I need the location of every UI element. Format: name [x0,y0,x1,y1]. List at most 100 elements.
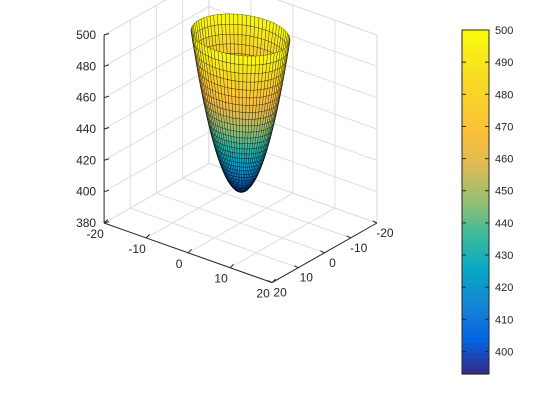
surface-patch [245,25,251,37]
colorbar-frame [461,29,490,375]
surface-patch [242,131,246,139]
surface-patch [238,55,244,65]
colorbar-segment [462,298,489,305]
surface-patch [238,64,244,74]
surface-patch [239,111,243,120]
colorbar-segment [462,207,489,214]
surface-patch [239,125,243,133]
surface-patch [234,147,238,154]
surface-patch [245,97,251,106]
colorbar-tick-label: 400 [495,346,513,358]
surface-patch [245,166,248,172]
surface-patch [226,62,232,73]
surface-patch [225,13,230,25]
surface-patch [250,64,256,74]
surface-patch [239,162,242,168]
y-tick-mark [320,250,325,254]
colorbar-segment [462,202,489,208]
surface-patch [248,119,253,127]
surface-patch [248,112,253,120]
colorbar-segment [462,164,489,171]
y-tick-label: 20 [273,286,287,300]
surface-patch [249,97,254,106]
surface-patch [242,97,247,106]
surface-patch [251,55,256,66]
colorbar-segment [462,228,489,235]
surface-patch [234,80,240,90]
surface-patch [244,170,248,175]
y-tick-label: -10 [350,241,368,255]
x-tick-mark [271,278,276,283]
x-tick-mark [103,219,108,224]
colorbar-segment [462,223,489,230]
colorbar-segment [462,110,489,117]
surface-patch [238,72,244,82]
colorbar-segment [462,89,489,96]
surface-patch [238,89,243,98]
surface-patch [229,110,233,119]
colorbar-tick-label: 420 [495,282,513,294]
colorbar-segment [462,341,489,348]
colorbar-segment [462,266,489,273]
surface-patch [245,35,251,46]
colorbar-segment [462,159,489,165]
colorbar-segment [462,148,489,155]
surface-patch [227,79,232,89]
surface-patch [247,137,251,144]
colorbar-tick-label: 460 [495,154,513,166]
z-tick-label: 480 [76,59,96,73]
surface-patch [242,89,247,98]
surface-patch [239,118,243,126]
surface-patch [229,116,234,125]
pane-top-edge [103,0,378,36]
surface-patch [249,25,255,38]
colorbar-segment [462,99,489,106]
x-tick-label: -10 [128,242,146,256]
colorbar-segment [462,121,489,128]
colorbar-segment [462,126,489,133]
colorbar-segment [462,314,489,321]
colorbar-tick-label: 500 [495,25,513,37]
colorbar-tick-label: 470 [495,121,513,133]
colorbar-segment [462,51,489,58]
colorbar-segment [462,153,489,160]
surface-plot [190,13,291,193]
surface-patch [237,34,243,45]
surface-patch [234,63,240,74]
surface-patch [241,137,246,144]
colorbar-segment [462,325,489,332]
surface-patch [222,61,228,72]
colorbar-tick-label: 410 [495,314,513,326]
colorbar-segment [462,73,489,79]
colorbar-segment [462,277,489,284]
surface-patch [242,73,248,83]
colorbar-segment [462,352,489,359]
surface-patch [225,34,231,45]
axis-tick-labels: 380 400 420 440 460 480 500 -20 -10 0 10 20 -20 -10 0 1… [76,28,394,301]
surface-patch [253,26,259,39]
surface-patch [246,89,251,99]
surface-patch [249,89,255,99]
surface-patch [242,81,247,91]
surface-patch [230,71,236,82]
colorbar-segment [462,282,489,289]
grid-line-y [129,20,299,269]
colorbar-segment [462,304,489,311]
colorbar-segment [462,331,489,337]
surface-patch [237,162,240,168]
surface-patch [241,143,245,150]
y-tick-mark [346,235,351,239]
colorbar-segment [462,363,489,370]
surface-patch [237,157,240,163]
surface-patch [234,54,240,65]
surface-patch [241,14,247,26]
z-tick-mark [103,189,110,193]
surface-patch [235,96,240,106]
surface-patch [237,44,243,55]
colorbar-segment [462,35,489,42]
surface-patch [236,148,240,154]
surface-patch [225,102,230,111]
surface-patch [239,173,242,178]
colorbar-tick-label: 490 [495,57,513,69]
surface-patch [238,81,244,91]
